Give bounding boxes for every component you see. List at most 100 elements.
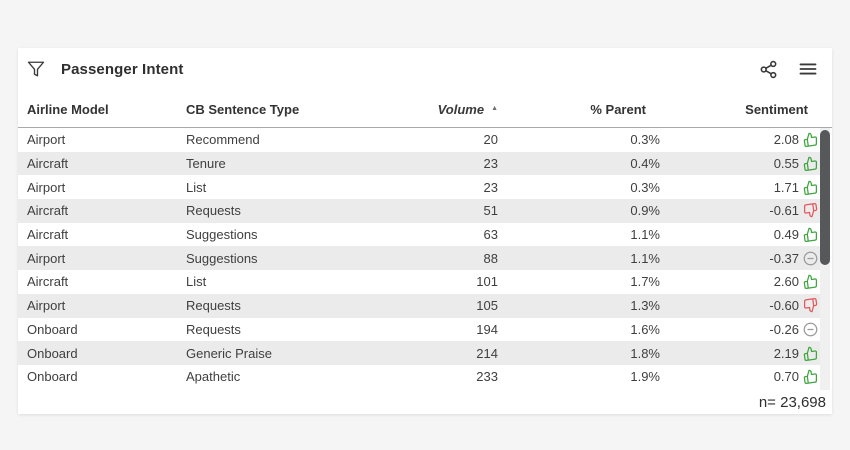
total-count: n= 23,698: [758, 393, 826, 411]
cell-pct-parent: 0.4%: [630, 156, 660, 172]
table-row[interactable]: Airport List 23 0.3% 1.71: [18, 175, 824, 199]
sentiment-value: -0.37: [769, 250, 799, 266]
cell-sentiment: 0.55: [660, 156, 824, 172]
header-divider: [18, 127, 832, 128]
cell-cb-sentence-type: List: [186, 274, 207, 290]
sort-ascending-icon: ▲: [491, 105, 498, 112]
cell-sentiment: 2.19: [660, 346, 824, 361]
scrollbar-thumb[interactable]: [820, 130, 830, 265]
cell-airline-model: Aircraft: [27, 274, 69, 290]
cell-airline-model: Airport: [27, 298, 66, 314]
column-header-airline-model[interactable]: Airline Model: [27, 102, 109, 117]
cell-cb-sentence-type: Tenure: [186, 156, 226, 172]
cell-volume: 194: [476, 321, 498, 337]
sentiment-value: 0.70: [773, 369, 799, 385]
cell-airline-model: Airport: [27, 250, 66, 266]
cell-sentiment: -0.37: [660, 251, 824, 266]
cell-pct-parent: 1.1%: [630, 227, 660, 243]
table-row[interactable]: Onboard Apathetic 233 1.9% 0.70: [18, 365, 824, 389]
table-row[interactable]: Aircraft Suggestions 63 1.1% 0.49: [18, 223, 824, 247]
cell-volume: 214: [476, 345, 498, 361]
cell-cb-sentence-type: Suggestions: [186, 250, 258, 266]
cell-cb-sentence-type: Requests: [186, 203, 241, 219]
cell-pct-parent: 0.3%: [630, 132, 660, 148]
passenger-intent-widget: Passenger Intent Airline Mo: [18, 48, 832, 414]
cell-pct-parent: 1.7%: [630, 274, 660, 290]
cell-volume: 20: [483, 132, 498, 148]
cell-cb-sentence-type: Requests: [186, 298, 241, 314]
filter-icon[interactable]: [27, 60, 45, 78]
menu-icon[interactable]: [798, 59, 818, 79]
cell-airline-model: Airport: [27, 132, 66, 148]
table-row[interactable]: Aircraft Requests 51 0.9% -0.61: [18, 199, 824, 223]
thumbs-down-icon: [803, 203, 818, 218]
sentiment-value: 1.71: [773, 179, 799, 195]
cell-airline-model: Aircraft: [27, 156, 69, 172]
cell-sentiment: 0.70: [660, 369, 824, 385]
cell-pct-parent: 1.3%: [630, 298, 660, 314]
table-row[interactable]: Airport Suggestions 88 1.1% -0.37: [18, 246, 824, 271]
neutral-icon: [803, 322, 818, 337]
thumbs-up-icon: [803, 274, 818, 290]
cell-airline-model: Onboard: [27, 369, 78, 385]
cell-volume: 105: [476, 298, 498, 314]
scrollbar-track[interactable]: [820, 128, 830, 390]
share-icon[interactable]: [759, 60, 778, 79]
sentiment-value: -0.26: [769, 321, 799, 337]
cell-airline-model: Onboard: [27, 321, 78, 337]
thumbs-up-icon: [803, 132, 818, 148]
cell-sentiment: -0.61: [660, 203, 824, 218]
column-header-cb-sentence-type[interactable]: CB Sentence Type: [186, 102, 300, 117]
sentiment-value: 2.60: [773, 274, 799, 290]
cell-pct-parent: 1.8%: [630, 345, 660, 361]
cell-pct-parent: 1.6%: [630, 321, 660, 337]
cell-pct-parent: 0.9%: [630, 203, 660, 219]
cell-volume: 88: [483, 250, 498, 266]
sentiment-value: -0.60: [769, 298, 799, 314]
column-header-sentiment[interactable]: Sentiment: [745, 102, 808, 117]
table-body: Airport Recommend 20 0.3% 2.08 Aircraft …: [18, 128, 824, 389]
thumbs-down-icon: [803, 298, 818, 313]
neutral-icon: [803, 251, 818, 266]
table-row[interactable]: Aircraft List 101 1.7% 2.60: [18, 270, 824, 294]
widget-title: Passenger Intent: [61, 60, 184, 78]
cell-cb-sentence-type: Generic Praise: [186, 345, 272, 361]
cell-volume: 23: [483, 179, 498, 195]
table-row[interactable]: Aircraft Tenure 23 0.4% 0.55: [18, 151, 824, 176]
sentiment-value: 2.08: [773, 132, 799, 148]
cell-airline-model: Aircraft: [27, 227, 69, 243]
sentiment-value: 0.49: [773, 227, 799, 243]
sentiment-value: 0.55: [773, 156, 799, 172]
cell-sentiment: 2.60: [660, 274, 824, 290]
cell-volume: 233: [476, 369, 498, 385]
cell-volume: 101: [476, 274, 498, 290]
table-column-headers: Airline Model CB Sentence Type Volume ▲ …: [18, 92, 824, 127]
widget-header: Passenger Intent: [27, 56, 818, 82]
thumbs-up-icon: [803, 227, 818, 243]
cell-volume: 51: [483, 203, 498, 219]
cell-sentiment: -0.60: [660, 298, 824, 313]
cell-volume: 63: [483, 227, 498, 243]
cell-sentiment: 2.08: [660, 132, 824, 148]
column-header-pct-parent[interactable]: % Parent: [590, 102, 646, 117]
cell-sentiment: -0.26: [660, 322, 824, 337]
thumbs-up-icon: [803, 369, 818, 385]
table-row[interactable]: Onboard Generic Praise 214 1.8% 2.19: [18, 341, 824, 365]
cell-sentiment: 1.71: [660, 180, 824, 195]
table-row[interactable]: Airport Recommend 20 0.3% 2.08: [18, 128, 824, 152]
cell-sentiment: 0.49: [660, 227, 824, 243]
cell-cb-sentence-type: Requests: [186, 321, 241, 337]
cell-cb-sentence-type: List: [186, 179, 207, 195]
column-header-volume-sorted[interactable]: Volume ▲: [328, 102, 498, 117]
cell-cb-sentence-type: Recommend: [186, 132, 260, 148]
table-row[interactable]: Airport Requests 105 1.3% -0.60: [18, 293, 824, 318]
cell-pct-parent: 0.3%: [630, 179, 660, 195]
sentiment-value: -0.61: [769, 203, 799, 219]
cell-airline-model: Aircraft: [27, 203, 69, 219]
column-header-volume-label: Volume: [437, 102, 485, 117]
table-row[interactable]: Onboard Requests 194 1.6% -0.26: [18, 318, 824, 342]
cell-airline-model: Airport: [27, 179, 66, 195]
cell-pct-parent: 1.9%: [630, 369, 660, 385]
cell-cb-sentence-type: Apathetic: [186, 369, 241, 385]
thumbs-up-icon: [803, 180, 818, 195]
